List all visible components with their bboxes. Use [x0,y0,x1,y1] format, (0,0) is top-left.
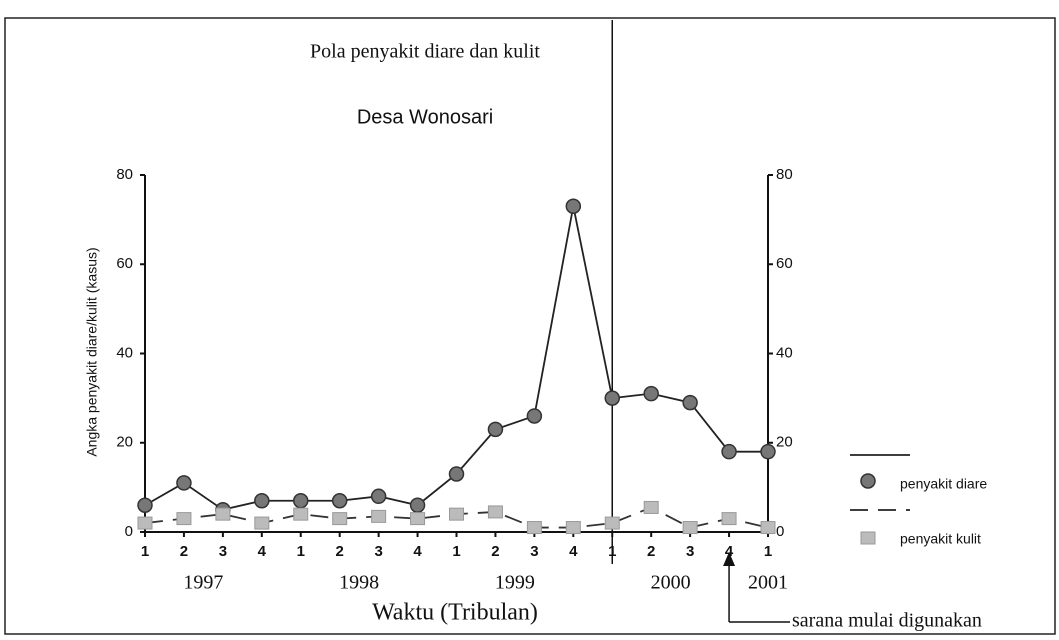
arrow-head [723,552,736,566]
data-point [331,493,348,509]
data-point [604,516,620,530]
x-tick-label: 1 [297,543,305,560]
x-tick-label: 3 [530,543,538,560]
x-tick-label: 4 [569,543,578,560]
data-point [448,466,465,482]
x-group-label: 1998 [339,572,379,594]
chart-subtitle: Desa Wonosari [357,106,493,128]
y-tick-label: 40 [116,344,133,361]
data-point [682,394,698,411]
y2-tick-label: 0 [776,523,784,540]
chart-title: Pola penyakit diare dan kulit [310,41,540,63]
x-tick-label: 4 [413,543,422,560]
x-group-label: 1997 [183,572,223,594]
y2-tick-label: 60 [776,255,793,272]
x-tick-label: 1 [764,543,772,560]
data-point [254,516,270,530]
data-point [254,493,270,509]
data-point [682,521,698,535]
x-tick-label: 3 [686,543,694,560]
data-point [371,509,387,523]
y2-tick-label: 40 [776,344,793,361]
y2-tick-label: 80 [776,166,793,183]
x-group-label: 2000 [651,572,691,594]
data-point [487,505,503,519]
y-tick-label: 60 [116,255,133,272]
data-point [643,500,659,514]
data-point [449,507,464,521]
data-point [643,385,659,402]
data-point [526,521,542,535]
x-tick-label: 2 [336,543,344,560]
data-point [410,512,426,526]
legend-marker [860,473,876,489]
data-point [604,390,620,406]
x-tick-label: 2 [180,543,188,560]
data-point [215,507,231,521]
data-point [526,408,543,424]
x-tick-label: 2 [647,543,655,560]
data-point [137,516,153,530]
data-point [760,521,776,535]
x-group-label: 1999 [495,572,535,594]
y-tick-label: 80 [116,166,133,183]
y-axis-label: Angka penyakit diare/kulit (kasus) [84,247,100,456]
data-point [176,475,192,491]
x-tick-label: 4 [258,543,267,560]
data-point [721,512,737,526]
x-tick-label: 2 [491,543,499,560]
data-point [370,488,387,505]
data-point [293,507,309,521]
data-point [565,198,582,214]
data-point [760,443,776,460]
annotation: sarana mulai digunakan [792,610,982,632]
x-group-label: 2001 [748,572,788,594]
data-point [409,497,426,513]
legend-label: penyakit kulit [900,531,981,547]
data-point [176,512,192,526]
x-tick-label: 3 [374,543,382,560]
legend-marker [860,531,876,545]
data-point [721,443,737,460]
x-tick-label: 1 [452,543,460,560]
x-tick-label: 4 [725,543,734,560]
x-tick-label: 3 [219,543,227,560]
data-point [293,493,309,509]
y-tick-label: 20 [116,434,133,451]
series-line [144,206,768,511]
x-axis-label: Waktu (Tribulan) [372,600,538,626]
data-point [487,421,504,438]
y-tick-label: 0 [125,523,133,540]
data-point [565,521,581,535]
frame [4,17,1056,635]
legend-label: penyakit diare [900,476,987,492]
y2-tick-label: 20 [776,434,793,451]
data-point [137,497,153,513]
data-point [332,512,348,526]
x-tick-label: 1 [141,543,149,560]
